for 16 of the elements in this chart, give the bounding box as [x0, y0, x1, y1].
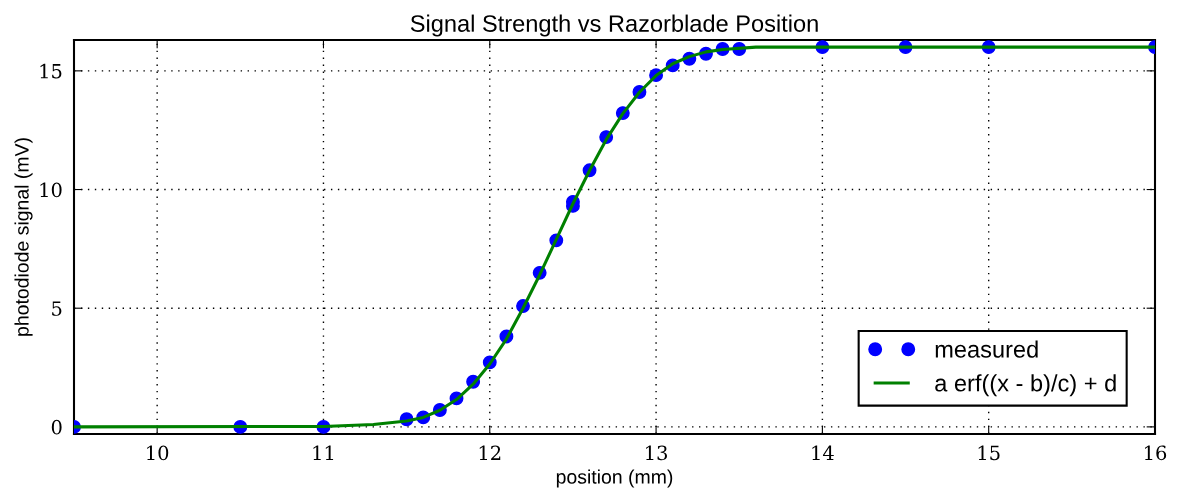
x-axis-title: position (mm)	[556, 469, 673, 488]
x-tick-label: 15	[978, 445, 1000, 461]
x-tick-label: 11	[313, 445, 334, 460]
x-tick-label: 16	[1145, 445, 1167, 461]
y-tick-label: 5	[52, 301, 62, 316]
legend-label: a erf((x - b)/c) + d	[935, 374, 1116, 397]
legend-label: measured	[935, 340, 1038, 358]
x-tick-label: 14	[812, 445, 834, 460]
y-tick-label: 0	[51, 419, 62, 435]
chart-title: Signal Strength vs Razorblade Position	[410, 14, 818, 37]
x-tick-label: 10	[147, 445, 169, 461]
x-tick-label: 12	[479, 445, 501, 460]
y-tick-label: 10	[40, 182, 62, 198]
x-tick-label: 13	[646, 445, 667, 461]
y-tick-label: 15	[40, 63, 62, 79]
y-axis-title: photodiode signal (mV)	[14, 138, 33, 336]
